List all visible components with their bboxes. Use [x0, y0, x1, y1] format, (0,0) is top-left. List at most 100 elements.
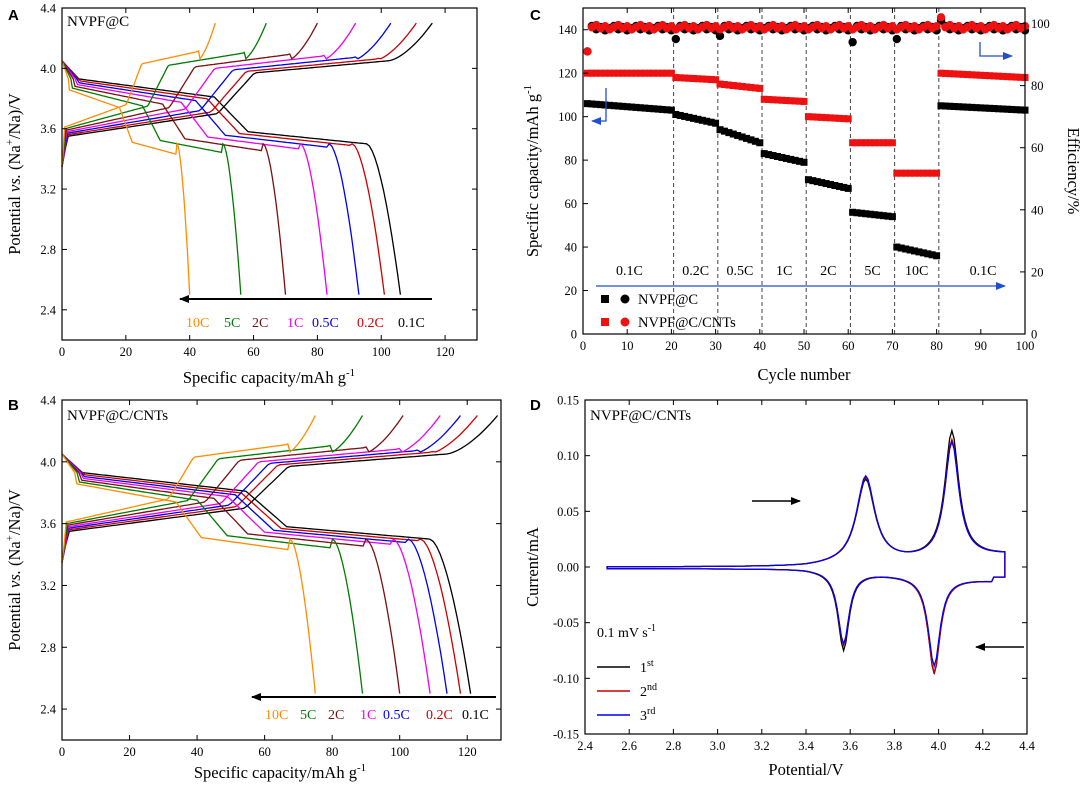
charge-curve-1C — [61, 22, 357, 167]
capacity-point — [924, 169, 932, 177]
capacity-point — [623, 69, 631, 77]
charge-curve-0.1C — [61, 22, 433, 167]
x-tick-label: 100 — [372, 345, 391, 359]
capacity-point — [751, 84, 759, 92]
capacity-point — [628, 69, 636, 77]
discharge-curve-5C — [61, 453, 364, 694]
panel-c-ticks: 0 10 20 30 40 50 60 70 80 90 100020406080100120140… — [558, 8, 1050, 353]
capacity-point — [893, 243, 901, 251]
x-tick-label: 20 — [123, 745, 136, 759]
capacity-point — [955, 70, 963, 78]
capacity-point — [893, 169, 901, 177]
capacity-point — [831, 181, 839, 189]
capacity-point — [1012, 73, 1020, 81]
capacity-point — [844, 184, 852, 192]
capacity-point — [681, 74, 689, 82]
capacity-point — [1012, 106, 1020, 114]
capacity-point — [645, 104, 653, 112]
capacity-point — [703, 75, 711, 83]
discharge-curve-0.1C — [61, 453, 472, 694]
y2-tick-label: 80 — [1031, 79, 1044, 93]
efficiency-point — [936, 13, 946, 22]
panel-b-frame — [61, 399, 502, 741]
y-tick-label: 4.0 — [40, 455, 56, 469]
cv-curve-1st — [606, 428, 1006, 674]
y-tick-label: 120 — [558, 67, 577, 81]
capacity-point — [968, 71, 976, 79]
capacity-point — [588, 69, 596, 77]
capacity-point — [875, 211, 883, 219]
capacity-point — [738, 82, 746, 90]
capacity-point — [619, 69, 627, 77]
capacity-point — [636, 104, 644, 112]
capacity-point — [946, 70, 954, 78]
legend-label-2nd: 2nd — [640, 682, 657, 700]
panel-d-curves — [606, 428, 1006, 676]
capacity-point — [606, 101, 614, 109]
capacity-point — [809, 177, 817, 185]
capacity-point — [1003, 105, 1011, 113]
legend-circle-nvpf-c — [620, 294, 630, 304]
panel-d-ticks: 2.4 2.6 2.8 3.0 3.2 3.4 3.6 3.8 4.0 4.2 4.4 -0.15 -0… — [553, 394, 1036, 754]
capacity-point — [778, 96, 786, 104]
capacity-point — [986, 72, 994, 80]
charge-curve-1C — [61, 415, 441, 563]
rate-label-1C: 1C — [360, 708, 376, 723]
y-tick-label: 0.00 — [557, 561, 579, 575]
capacity-point — [986, 104, 994, 112]
panel-b-y-axis-title: Potential vs. (Na+/Na)/V — [4, 489, 24, 651]
capacity-point — [933, 169, 941, 177]
capacity-point — [853, 139, 861, 147]
capacity-point — [880, 139, 888, 147]
capacity-point — [769, 96, 777, 104]
panel-a-frame — [61, 7, 478, 341]
x-tick-label: 60 — [258, 745, 271, 759]
capacity-point — [999, 105, 1007, 113]
panel-c-x-axis-title: Cycle number — [757, 365, 851, 384]
x-tick-label: 2.6 — [621, 739, 637, 753]
panel-c: C 0 10 20 30 40 50 60 70 80 90 1000204060801001201… — [522, 7, 1083, 384]
capacity-point — [911, 247, 918, 255]
x-tick-label: 40 — [183, 345, 196, 359]
legend-square-nvpf-c-cnts — [601, 318, 609, 326]
efficiency-point — [932, 21, 941, 31]
y2-tick-label: 100 — [1031, 17, 1050, 31]
y-tick-label: 0.10 — [557, 449, 579, 463]
capacity-point — [782, 154, 790, 162]
capacity-point — [862, 210, 870, 218]
capacity-point — [809, 113, 817, 121]
capacity-point — [906, 246, 914, 254]
charge-curve-2C — [61, 415, 404, 563]
capacity-point — [654, 105, 662, 113]
capacity-point — [822, 180, 830, 188]
y2-tick-label: 0 — [1031, 328, 1037, 342]
capacity-point — [636, 69, 644, 77]
charge-curve-5C — [61, 22, 267, 167]
capacity-point — [915, 169, 923, 177]
y-tick-label: 4.4 — [40, 394, 56, 408]
charge-curve-5C — [61, 415, 364, 563]
capacity-point — [765, 96, 773, 104]
capacity-point — [884, 139, 892, 147]
capacity-point — [902, 245, 910, 253]
capacity-point — [672, 74, 680, 82]
capacity-point — [610, 102, 618, 110]
capacity-point — [813, 113, 821, 121]
rate-label-1C: 1C — [287, 316, 303, 331]
panel-c-left-axis-arrow — [591, 88, 607, 125]
capacity-point — [592, 69, 600, 77]
capacity-point — [1003, 73, 1011, 81]
capacity-point — [800, 97, 808, 105]
capacity-point — [654, 69, 662, 77]
x-tick-label: 2.8 — [666, 739, 682, 753]
capacity-point — [849, 139, 857, 147]
capacity-point — [756, 84, 764, 92]
capacity-point — [827, 181, 835, 189]
capacity-point — [787, 155, 795, 163]
capacity-point — [796, 157, 804, 165]
panel-c-right-axis-title: Efficiency/% — [1064, 128, 1083, 215]
capacity-point — [667, 106, 675, 114]
capacity-point — [583, 100, 591, 108]
capacity-point — [866, 139, 874, 147]
capacity-point — [822, 114, 830, 122]
